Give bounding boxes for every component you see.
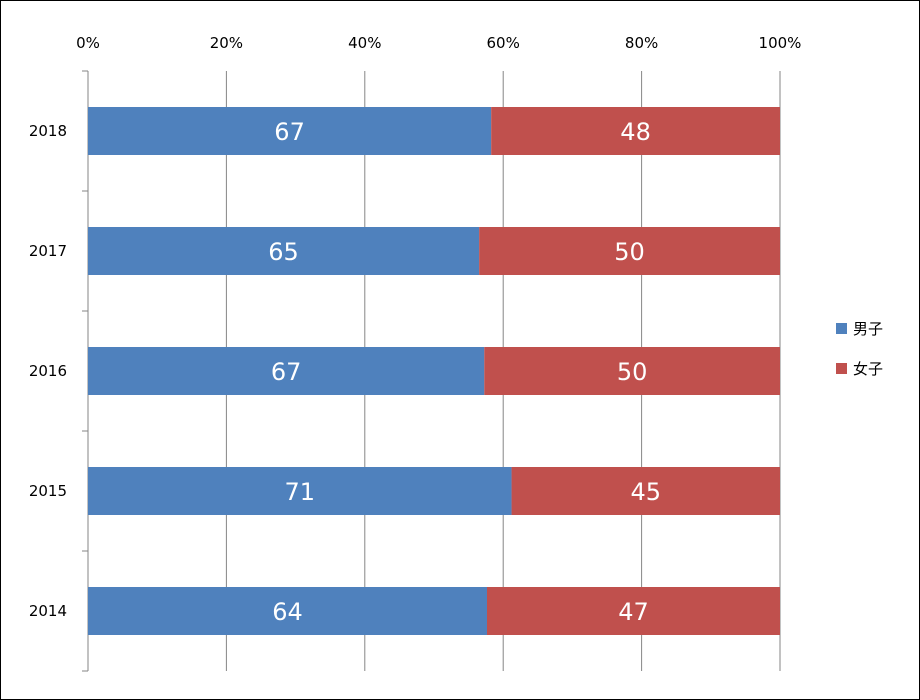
- legend-swatch: [836, 323, 847, 334]
- x-tick-label: 20%: [210, 34, 243, 52]
- legend-swatch: [836, 363, 847, 374]
- bar-segment: [486, 587, 780, 635]
- bar-segment: [511, 467, 780, 515]
- bar-data-label: 67: [271, 358, 302, 386]
- bar-data-label: 50: [617, 358, 648, 386]
- bar-data-label: 45: [631, 478, 662, 506]
- bar-segment: [88, 227, 480, 275]
- bar-segment: [88, 347, 485, 395]
- category-label: 2014: [29, 602, 67, 620]
- bar-segment: [88, 107, 492, 155]
- bar-data-label: 50: [614, 238, 645, 266]
- bar-data-label: 65: [268, 238, 299, 266]
- bar-segment: [88, 587, 487, 635]
- bar-data-label: 67: [274, 118, 305, 146]
- category-label: 2016: [29, 362, 67, 380]
- x-tick-label: 60%: [487, 34, 520, 52]
- bar-data-label: 71: [285, 478, 316, 506]
- legend-label: 女子: [853, 360, 883, 378]
- category-label: 2015: [29, 482, 67, 500]
- bar-segment: [484, 347, 780, 395]
- x-tick-label: 40%: [348, 34, 381, 52]
- x-tick-label: 80%: [625, 34, 658, 52]
- bar-data-label: 47: [618, 598, 649, 626]
- bar-data-label: 48: [620, 118, 651, 146]
- bar-segment: [88, 467, 512, 515]
- bar-segment: [479, 227, 780, 275]
- bar-segment: [491, 107, 780, 155]
- x-tick-label: 0%: [76, 34, 100, 52]
- legend-label: 男子: [853, 320, 883, 338]
- x-tick-label: 100%: [759, 34, 802, 52]
- bar-data-label: 64: [272, 598, 303, 626]
- category-label: 2017: [29, 242, 67, 260]
- category-label: 2018: [29, 122, 67, 140]
